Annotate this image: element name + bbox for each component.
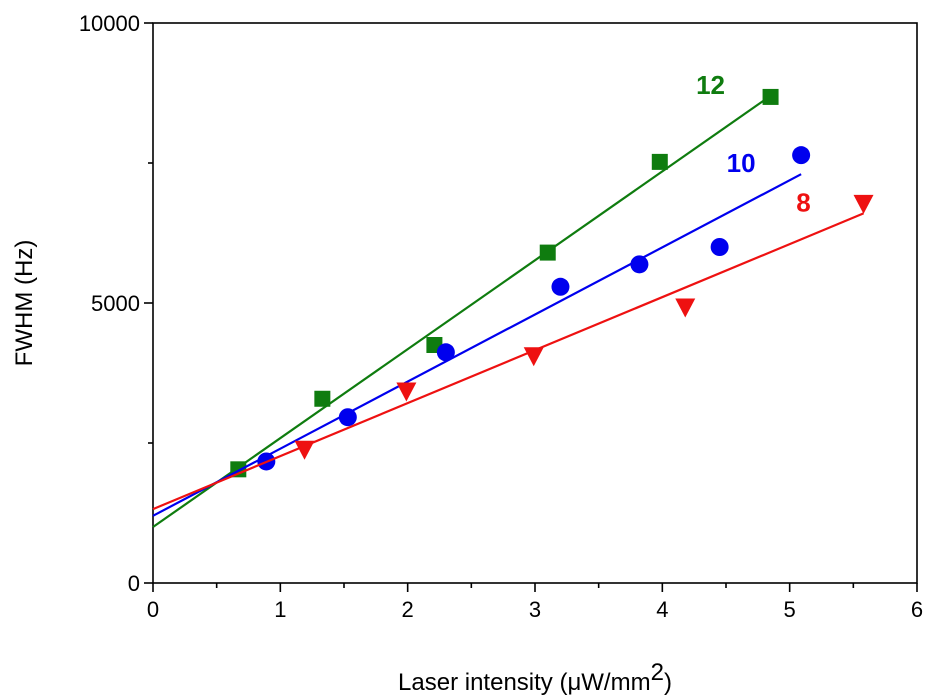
x-axis-label-sup: 2 xyxy=(651,659,664,686)
data-point xyxy=(651,153,668,170)
y-tick-label: 10000 xyxy=(79,11,140,36)
data-point xyxy=(762,88,779,105)
x-axis-label: Laser intensity (μW/mm2) xyxy=(398,659,672,696)
x-tick-label: 3 xyxy=(529,597,541,622)
data-point xyxy=(338,408,357,427)
data-point xyxy=(294,440,315,460)
data-point xyxy=(436,343,455,362)
data-point xyxy=(675,298,696,318)
data-point xyxy=(314,390,331,407)
series-label: 8 xyxy=(796,187,810,217)
x-axis-label-end: ) xyxy=(664,669,672,696)
series-label: 12 xyxy=(696,70,725,100)
series-label: 10 xyxy=(727,148,756,178)
x-tick-label: 5 xyxy=(784,597,796,622)
data-point xyxy=(853,194,874,214)
data-point xyxy=(523,347,544,367)
x-tick-label: 6 xyxy=(911,597,923,622)
data-point xyxy=(551,277,570,296)
data-point xyxy=(539,244,556,261)
x-tick-label: 1 xyxy=(274,597,286,622)
x-axis-label-text: Laser intensity (μW/mm xyxy=(398,669,651,696)
x-tick-label: 4 xyxy=(656,597,668,622)
data-point xyxy=(630,255,649,274)
x-tick-label: 0 xyxy=(147,597,159,622)
data-point xyxy=(710,238,729,256)
y-axis-label: FWHM (Hz) xyxy=(11,240,38,367)
y-tick-label: 0 xyxy=(128,571,140,596)
data-point xyxy=(396,382,417,402)
data-point xyxy=(792,146,811,165)
plot-frame xyxy=(152,22,918,584)
fit-line xyxy=(152,173,802,517)
fit-line xyxy=(152,212,864,511)
x-tick-label: 2 xyxy=(402,597,414,622)
y-tick-label: 5000 xyxy=(91,291,140,316)
